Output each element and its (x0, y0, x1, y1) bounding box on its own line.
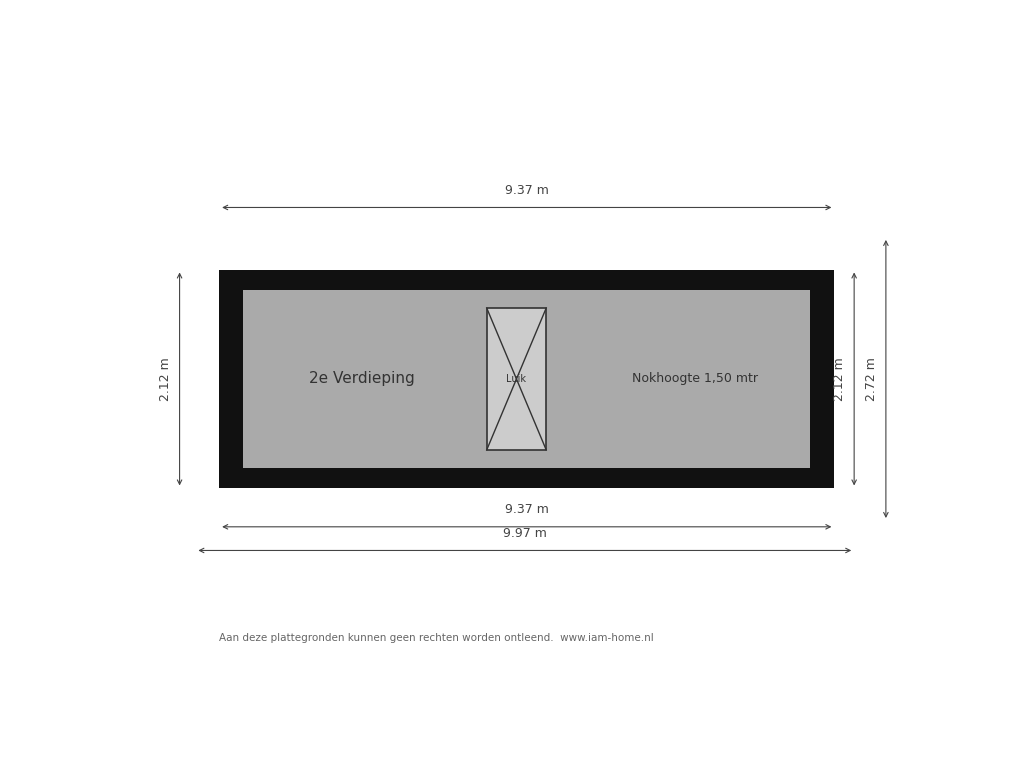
Bar (243, 290, 811, 468)
Text: 9.37 m: 9.37 m (505, 503, 549, 516)
Text: 9.97 m: 9.97 m (503, 527, 547, 540)
Text: 2.12 m: 2.12 m (159, 357, 172, 401)
Text: 2e Verdieping: 2e Verdieping (309, 372, 415, 386)
Text: Nokhoogte 1,50 mtr: Nokhoogte 1,50 mtr (633, 372, 759, 386)
Bar (219, 270, 835, 488)
Bar (486, 308, 546, 450)
Text: Aan deze plattegronden kunnen geen rechten worden ontleend.  www.iam-home.nl: Aan deze plattegronden kunnen geen recht… (219, 634, 654, 644)
Text: 2.12 m: 2.12 m (834, 357, 847, 401)
Text: 9.37 m: 9.37 m (505, 184, 549, 197)
Text: 2.72 m: 2.72 m (865, 357, 879, 401)
Text: Luik: Luik (507, 374, 526, 384)
